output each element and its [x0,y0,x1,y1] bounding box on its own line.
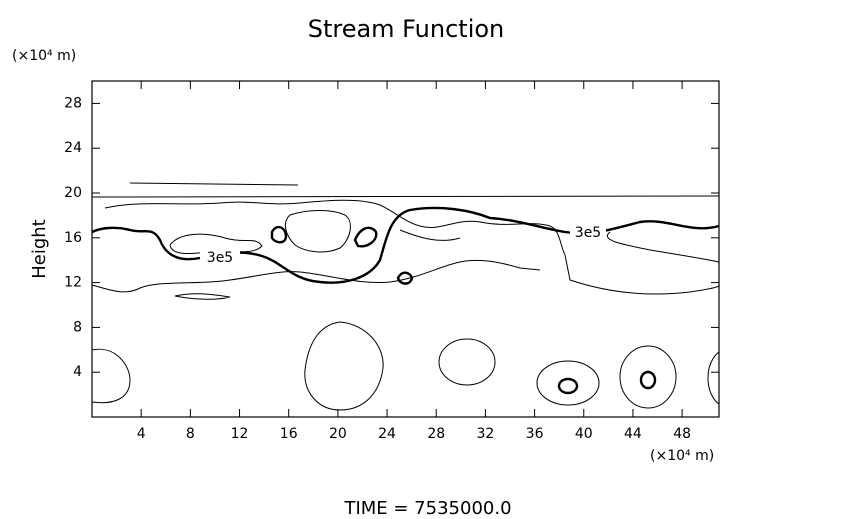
y-axis-label: Height [29,219,50,279]
x-tick-label: 28 [427,426,445,442]
chart-title: Stream Function [308,15,505,43]
x-tick-label: 40 [575,426,593,442]
contour-line [169,210,461,255]
x-tick-label: 16 [280,426,298,442]
y-unit: (×10⁴ m) [12,48,76,64]
y-tick-label: 8 [73,319,82,335]
x-tick-label: 4 [137,426,146,442]
x-tick-label: 12 [231,426,249,442]
y-tick-label: 20 [64,185,82,201]
contour-line [92,199,719,300]
contour-line [129,182,299,186]
x-tick-label: 20 [329,426,347,442]
x-tick-label: 24 [378,426,396,442]
x-tick-label: 44 [624,426,642,442]
x-unit: (×10⁴ m) [650,448,714,464]
contour-line [304,321,384,411]
plot-frame [91,80,720,418]
y-tick-label: 12 [64,275,82,291]
contour-line [270,225,414,285]
contour-label: 3e5 [575,225,601,241]
y-tick-label: 24 [64,140,82,156]
label-bg [570,224,606,242]
contour-line [536,360,600,406]
label-bg [200,248,240,266]
x-tick-label: 36 [526,426,544,442]
y-tick-label: 28 [64,95,82,111]
contour-line [639,370,657,390]
x-tick-label: 32 [476,426,494,442]
contour-line [92,348,131,404]
x-tick-label: 48 [673,426,691,442]
contours [92,182,719,411]
contour-line [707,351,719,405]
contour-line [557,377,579,395]
contour-line [438,338,496,386]
y-tick-label: 4 [73,364,82,380]
x-tick-label: 8 [186,426,195,442]
contour-label: 3e5 [207,250,233,266]
footer: TIME = 7535000.0 [343,498,511,519]
y-tick-label: 16 [64,230,82,246]
contour-line [619,345,677,409]
contour-line [92,195,719,198]
